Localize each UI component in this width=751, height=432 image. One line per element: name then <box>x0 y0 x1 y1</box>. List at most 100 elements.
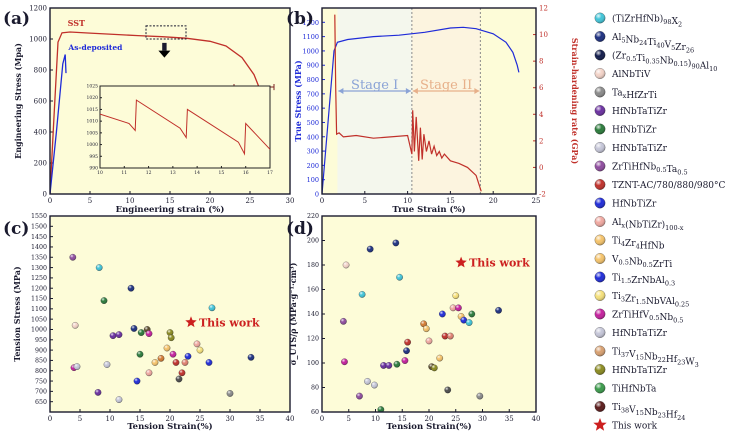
legend-label-part: 0.3 <box>665 280 675 288</box>
legend-label-part: HfNbTiZr <box>612 126 657 136</box>
legend-label-part: HfNbTaTiZr <box>612 107 668 117</box>
panel-a: 0 5 10 15 20 25 30020040060080010001200SSTAs-d… <box>29 5 294 206</box>
legend-label: HfNbTaTiZr <box>612 329 668 339</box>
panel-c-ytick-label: 900 <box>35 347 47 354</box>
panel-b-ytick-label: 200 <box>307 162 319 170</box>
panel-c-xtick-label: 40 <box>286 415 295 423</box>
panel-a-xlabel: Engineering strain (%) <box>116 204 225 215</box>
panel-c-point-shading <box>196 346 204 354</box>
legend-label-part: Hf <box>666 355 678 365</box>
panel-b-letter: (b) <box>286 9 314 29</box>
legend-marker-shading <box>594 234 606 246</box>
panel-a-inset-xtick-label: 15 <box>219 170 225 176</box>
panel-d-frame <box>321 215 537 413</box>
panel-a-ytick-label: 1200 <box>29 5 47 13</box>
panel-d-point-shading <box>377 406 385 412</box>
panel-a-xtick-label: 10 <box>126 197 135 205</box>
panel-c-ytick-label: 650 <box>35 399 47 406</box>
panel-d-point-shading <box>447 332 454 340</box>
panel-c-point-shading <box>208 304 216 312</box>
legend-label-part: V <box>628 350 636 360</box>
panel-c-letter: (c) <box>3 219 29 239</box>
legend-label-part: 3 <box>695 361 699 369</box>
legend-label-part: Hf <box>666 411 678 421</box>
legend-label: TiHfNbTa <box>612 385 657 395</box>
panel-b-ytick-right-label: 12 <box>539 5 548 13</box>
legend-label-part: HfNbTaTiZr <box>612 144 668 154</box>
legend-label-part: Zr <box>675 43 686 53</box>
panel-c-point-shading <box>247 354 255 361</box>
legend-label: HfNbTiZr <box>612 126 657 136</box>
legend-label-part: This work <box>612 422 658 432</box>
panel-d-point-shading <box>465 319 473 326</box>
panel-d-point-shading <box>495 307 502 314</box>
panel-b-ytick-label: 500 <box>307 119 319 127</box>
legend-label-part: X <box>672 17 679 27</box>
panel-b-stage-arrowhead-right-1 <box>405 87 411 94</box>
legend-label-part: (Zr <box>612 51 627 62</box>
panel-b-ytick-label: 900 <box>307 62 319 70</box>
legend-label-part: HfNbTaTiZr <box>612 366 668 376</box>
legend-label-part: 40 <box>656 42 664 50</box>
panel-c-point-shading <box>178 369 186 376</box>
panel-d-point-shading <box>341 358 348 365</box>
legend-label-part: Nb <box>644 408 658 418</box>
panel-d-xlabel: Tension Strain(%) <box>386 421 471 432</box>
panel-a-inset: 10 11 12 13 14 15 16 17 990 995 1000 1005 1010 1015 10… <box>87 84 273 177</box>
panel-c-xtick-label: 20 <box>166 415 175 423</box>
panel-c-xtick-label: 35 <box>256 415 265 423</box>
panel-b-stage-region-2 <box>411 8 481 194</box>
panel-d-this-work-star <box>455 256 467 268</box>
panel-c-ytick-label: 1250 <box>31 275 47 282</box>
legend-label-part: 3 <box>621 296 625 304</box>
panel-b-ylabel-right: Strain-hardening rate (GPa) <box>570 38 580 165</box>
panel-c-point-shading <box>193 340 201 348</box>
panel-c: 0 5 10 15 20 25 30 35 40 650 700 750 800 850 900 950 100… <box>31 213 294 423</box>
legend-label: Ti4Zr4HfNb <box>612 237 665 252</box>
panel-c-point-shading <box>172 359 180 366</box>
panel-c-point-shading <box>94 389 102 396</box>
legend-label-part: NbVAl <box>646 297 675 307</box>
panel-c-point-shading <box>73 363 81 370</box>
legend-label-part: 24 <box>639 39 647 47</box>
legend-label-part: Nb <box>659 313 673 323</box>
panel-d-point-shading <box>404 338 411 346</box>
legend-label-part: 2 <box>678 21 682 29</box>
panel-a-plot-area <box>50 31 263 194</box>
panel-c-point-shading <box>157 355 165 362</box>
panel-b-stage-arrowhead-left-1 <box>338 87 344 94</box>
legend-label-part: 0.5 <box>649 314 659 322</box>
panel-b-ytick-right-label: 2 <box>539 137 543 145</box>
legend-label-part: 0.5 <box>642 261 652 269</box>
legend-marker-shading <box>594 271 606 283</box>
legend-marker-shading <box>594 86 606 98</box>
panel-b-xtick-label: 25 <box>532 197 541 205</box>
panel-c-ytick-label: 1500 <box>31 224 47 231</box>
legend-marker-shading <box>594 123 606 135</box>
panel-c-ylabel: Tension Stress (MPa) <box>12 266 22 362</box>
panel-b-stage-region-1 <box>337 8 412 194</box>
panel-b-ytick-right-label: 8 <box>539 58 543 66</box>
panel-b-ytick-label: 100 <box>307 176 319 184</box>
panel-d-point-shading <box>444 386 451 394</box>
panel-c-xtick-label: 15 <box>136 415 145 423</box>
panel-c-point-shading <box>115 331 123 338</box>
panel-d-point-shading <box>431 364 438 372</box>
legend-label-part: 0.5 <box>619 259 629 267</box>
legend-label: HfNbTiZr <box>612 200 657 210</box>
panel-b-stage-arrowhead-left-2 <box>412 87 418 94</box>
panel-d-xtick-label: 10 <box>371 415 380 423</box>
panel-b-ytick-label: 0 <box>315 191 319 199</box>
legend-label: Ti1.5ZrNbAl0.3 <box>612 274 675 288</box>
panel-d-point-shading <box>436 354 443 362</box>
legend-label: ZrTiHfV0.5Nb0.5 <box>612 311 683 325</box>
panel-c-ytick-label: 1050 <box>31 316 47 323</box>
panel-c-ytick-label: 1000 <box>31 327 47 334</box>
panel-c-ytick-label: 800 <box>35 368 47 375</box>
legend-label: V0.5Nb0.5ZrTi <box>611 255 672 270</box>
panel-b-ytick-label: 300 <box>307 148 319 156</box>
legend-label: HfNbTaTiZr <box>612 144 668 154</box>
legend-label-part: ZrNbAl <box>631 276 665 286</box>
panel-d-points <box>340 239 502 412</box>
panel-a-ytick-label: 600 <box>34 98 47 106</box>
